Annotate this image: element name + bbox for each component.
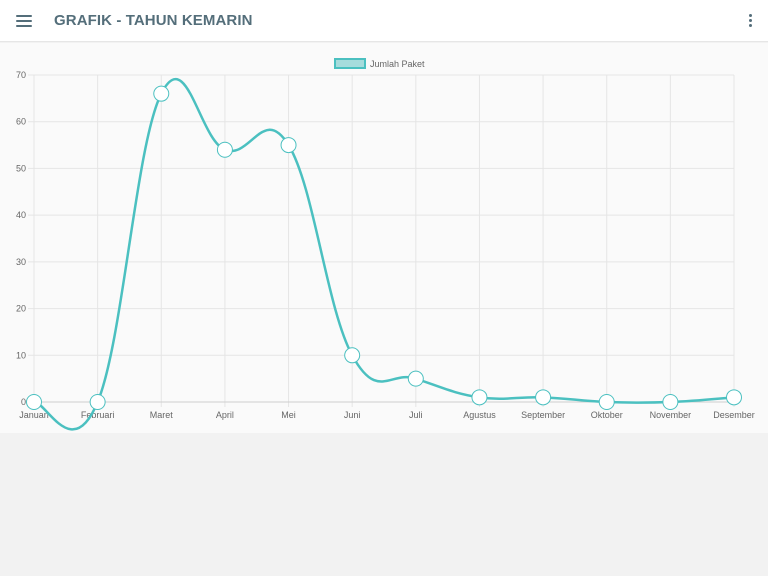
x-tick-label: Mei	[281, 410, 296, 420]
chart-card: Jumlah Paket 0 10 20 30 40 50 60 70 Januari Febr…	[0, 43, 768, 433]
x-tick-label: Juni	[344, 410, 361, 420]
data-point[interactable]	[153, 85, 170, 102]
data-point[interactable]	[26, 394, 42, 410]
x-tick-label: Desember	[713, 410, 755, 420]
data-point[interactable]	[89, 394, 106, 410]
chart-grid	[28, 74, 735, 407]
data-point[interactable]	[662, 394, 679, 410]
x-tick-label: Maret	[150, 410, 174, 420]
x-tick-label: April	[216, 410, 234, 420]
x-tick-label: Januari	[19, 410, 49, 420]
data-point[interactable]	[344, 347, 361, 364]
x-tick-label: Februari	[81, 410, 115, 420]
series-line	[33, 77, 735, 431]
data-point[interactable]	[598, 394, 615, 410]
data-point[interactable]	[280, 137, 297, 154]
chart-legend: Jumlah Paket	[334, 58, 425, 69]
line-chart: Jumlah Paket 0 10 20 30 40 50 60 70 Januari Febr…	[16, 58, 755, 431]
y-tick-label: 20	[16, 304, 26, 314]
x-axis-ticks: Januari Februari Maret April Mei Juni Juli Agus…	[19, 410, 755, 420]
data-point[interactable]	[407, 370, 424, 387]
data-point[interactable]	[471, 389, 488, 406]
app-bar: GRAFIK - TAHUN KEMARIN	[0, 0, 768, 42]
data-point[interactable]	[216, 141, 233, 158]
y-tick-label: 50	[16, 163, 26, 173]
more-vertical-icon[interactable]	[748, 13, 754, 29]
x-tick-label: November	[650, 410, 692, 420]
hamburger-menu-icon[interactable]	[16, 14, 32, 28]
x-tick-label: Agustus	[463, 410, 496, 420]
y-tick-label: 0	[21, 397, 26, 407]
y-axis-ticks: 0 10 20 30 40 50 60 70	[16, 70, 26, 407]
page-title: GRAFIK - TAHUN KEMARIN	[54, 12, 253, 29]
x-tick-label: Oktober	[591, 410, 623, 420]
y-tick-label: 40	[16, 210, 26, 220]
series-points	[26, 85, 742, 410]
x-tick-label: September	[521, 410, 565, 420]
series-jumlah-paket	[33, 77, 735, 431]
legend-swatch	[334, 58, 366, 69]
data-point[interactable]	[726, 389, 742, 406]
x-tick-label: Juli	[409, 410, 423, 420]
y-tick-label: 60	[16, 117, 26, 127]
y-tick-label: 30	[16, 257, 26, 267]
data-point[interactable]	[535, 389, 552, 406]
y-tick-label: 70	[16, 70, 26, 80]
legend-label: Jumlah Paket	[370, 59, 425, 69]
y-tick-label: 10	[16, 350, 26, 360]
